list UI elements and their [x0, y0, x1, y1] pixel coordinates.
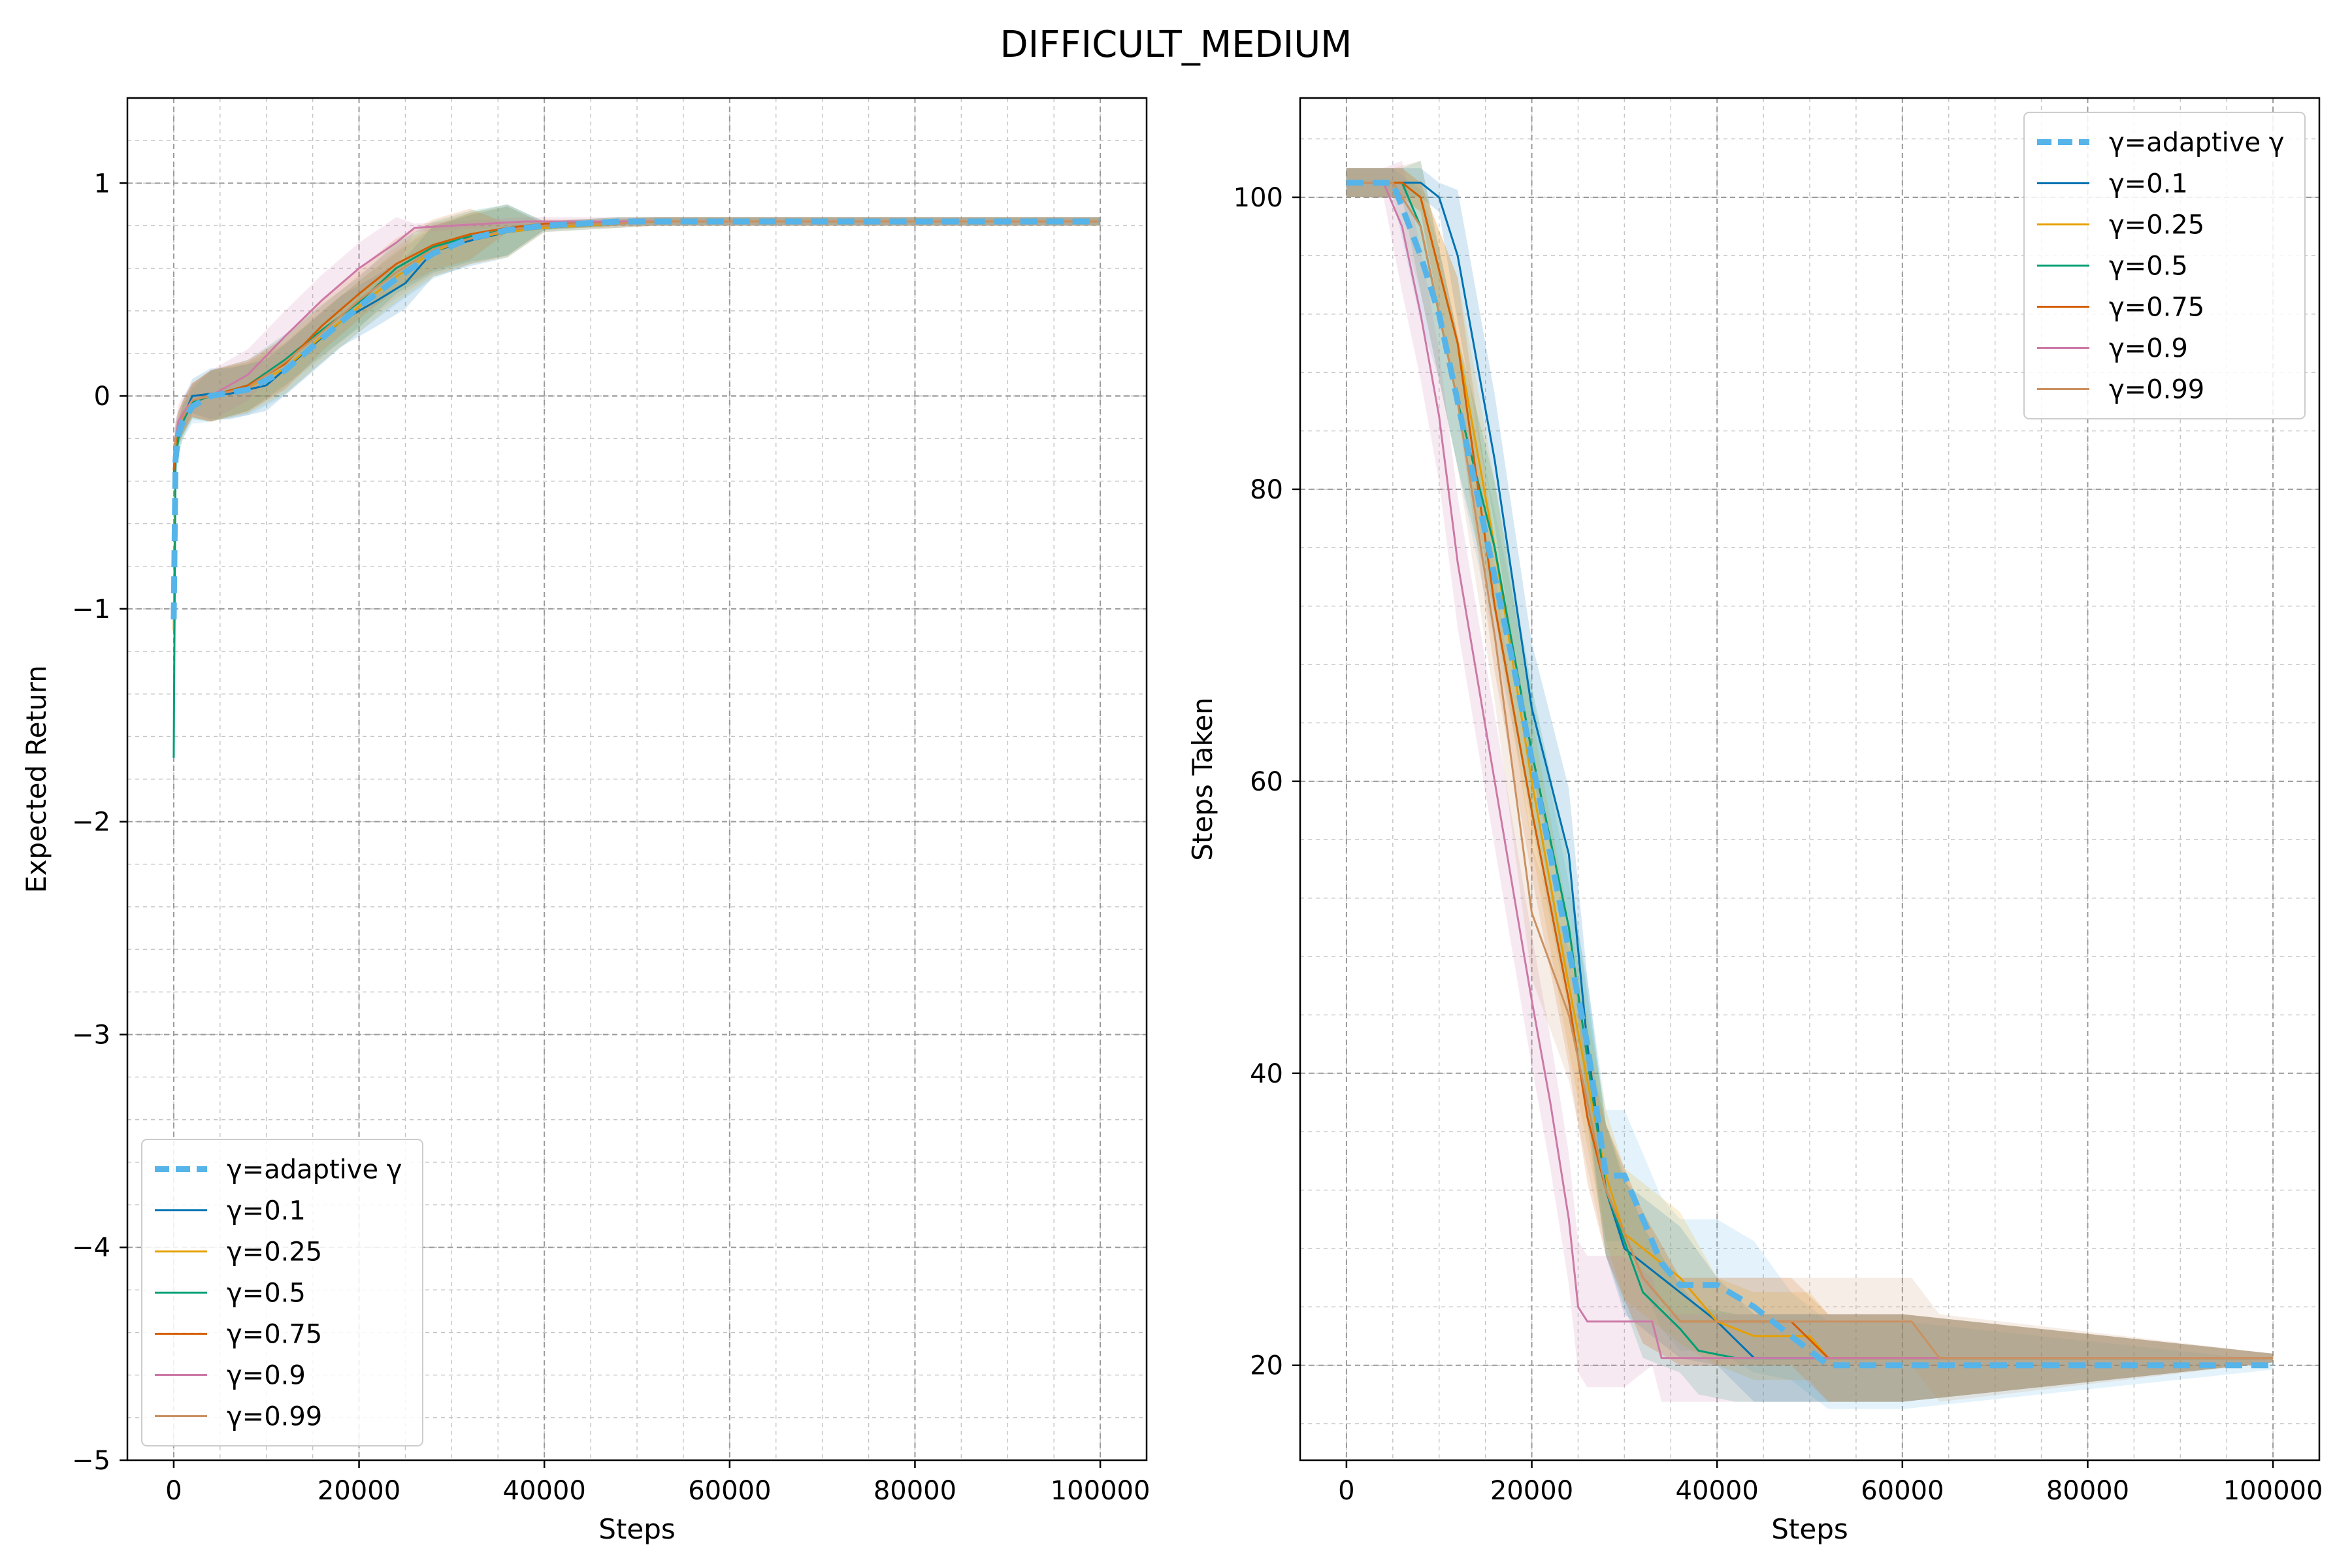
- legend: γ=adaptive γ γ=0.1 γ=0.25 γ=0.5 γ=0.75 γ=0.9 γ…: [141, 1139, 423, 1446]
- x-tick-label: 80000: [2046, 1476, 2129, 1506]
- legend-label: γ=0.1: [227, 1196, 306, 1226]
- x-tick-label: 100000: [1051, 1476, 1151, 1506]
- series-group: [171, 204, 1101, 775]
- legend-label: γ=0.5: [2109, 252, 2188, 282]
- series-line-g09: [1346, 182, 2274, 1360]
- confidence-band: [1346, 168, 2274, 1402]
- legend: γ=adaptive γ γ=0.1 γ=0.25 γ=0.5 γ=0.75 γ=0.9 γ…: [2023, 112, 2306, 419]
- y-tick-label: −2: [72, 808, 110, 838]
- legend-label: γ=adaptive γ: [2109, 128, 2284, 158]
- legend-label: γ=adaptive γ: [227, 1155, 402, 1185]
- y-axis-label: Steps Taken: [1186, 697, 1218, 861]
- x-tick-label: 40000: [503, 1476, 586, 1506]
- legend-label: γ=0.9: [227, 1361, 306, 1391]
- confidence-band: [173, 206, 1101, 498]
- x-tick-label: 40000: [1676, 1476, 1759, 1506]
- y-tick-label: 1: [94, 169, 110, 199]
- y-tick-label: 60: [1250, 767, 1283, 797]
- axes-frame: [126, 97, 1148, 1462]
- legend-label: γ=0.5: [227, 1279, 306, 1309]
- confidence-band: [1346, 168, 2274, 1409]
- x-tick-label: 60000: [1861, 1476, 1944, 1506]
- y-tick-label: −5: [72, 1446, 110, 1476]
- axes-frame: [1299, 97, 2321, 1462]
- legend-label: γ=0.75: [227, 1320, 322, 1350]
- plot-panel-1: 0 20000 40000 60000 80000 100000 1 0 −1 −2 −3 −4 −5 S…: [20, 97, 1151, 1545]
- series-line-adaptive: [1346, 180, 2274, 1369]
- legend-label: γ=0.25: [227, 1237, 322, 1267]
- x-tick-label: 80000: [874, 1476, 956, 1506]
- x-tick-label: 0: [1338, 1476, 1354, 1506]
- series-line-g09: [172, 220, 1101, 460]
- series-group: [1346, 161, 2274, 1409]
- plot-panel-2: 0 20000 40000 60000 80000 100000 100 80 60 40 20 St…: [1186, 97, 2323, 1545]
- y-tick-label: 0: [94, 382, 110, 412]
- legend-label: γ=0.9: [2109, 334, 2188, 364]
- y-axis-label: Expected Return: [20, 665, 52, 893]
- y-tick-label: −1: [72, 595, 110, 625]
- legend-label: γ=0.99: [227, 1402, 322, 1432]
- y-tick-label: −4: [72, 1233, 110, 1263]
- y-tick-label: −3: [72, 1020, 110, 1050]
- figure-title: DIFFICULT_MEDIUM: [1000, 24, 1352, 66]
- x-axis-label: Steps: [598, 1513, 676, 1545]
- x-tick-label: 20000: [1490, 1476, 1573, 1506]
- legend-box: [2023, 112, 2306, 419]
- confidence-band: [1346, 161, 2274, 1402]
- confidence-band: [173, 208, 1101, 488]
- legend-label: γ=0.1: [2109, 169, 2188, 199]
- legend-box: [141, 1139, 423, 1446]
- x-tick-label: 60000: [688, 1476, 771, 1506]
- y-tick-label: 40: [1250, 1059, 1283, 1089]
- y-tick-label: 100: [1233, 183, 1283, 213]
- x-axis-label: Steps: [1771, 1513, 1848, 1545]
- y-tick-label: 20: [1250, 1351, 1283, 1381]
- y-tick-label: 80: [1250, 475, 1283, 505]
- legend-label: γ=0.99: [2109, 375, 2204, 405]
- x-tick-label: 0: [165, 1476, 182, 1506]
- legend-label: γ=0.25: [2109, 210, 2204, 240]
- x-tick-label: 100000: [2223, 1476, 2323, 1506]
- legend-label: γ=0.75: [2109, 293, 2204, 323]
- confidence-band: [1346, 168, 2274, 1402]
- series-line-adaptive: [171, 218, 1101, 620]
- x-tick-label: 20000: [318, 1476, 400, 1506]
